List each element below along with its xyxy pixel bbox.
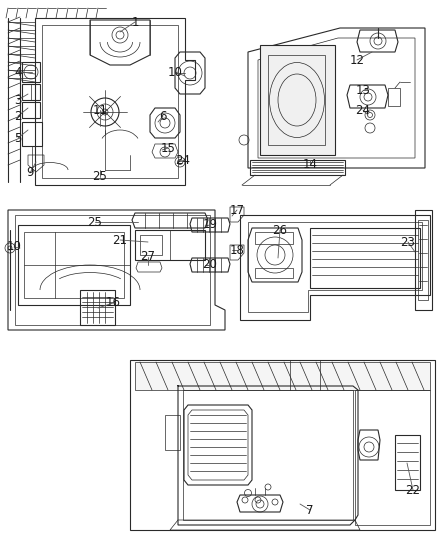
Text: 17: 17 [230, 204, 244, 216]
Bar [418, 220, 428, 300]
Text: 15: 15 [161, 141, 176, 155]
Text: 20: 20 [202, 259, 217, 271]
Text: 5: 5 [14, 132, 22, 144]
Text: 24: 24 [176, 155, 191, 167]
Text: 12: 12 [350, 53, 364, 67]
Text: 13: 13 [356, 84, 371, 96]
Text: 27: 27 [141, 251, 155, 263]
Bar [255, 268, 293, 278]
Text: 26: 26 [272, 223, 287, 237]
Text: 16: 16 [106, 296, 120, 310]
Text: 18: 18 [230, 244, 244, 256]
Text: 2: 2 [14, 109, 22, 123]
Text: 22: 22 [406, 483, 420, 497]
Text: 14: 14 [303, 158, 318, 172]
Text: 10: 10 [168, 66, 183, 78]
Polygon shape [135, 362, 430, 390]
Text: 24: 24 [356, 103, 371, 117]
Text: 25: 25 [92, 171, 107, 183]
Text: 25: 25 [88, 215, 102, 229]
Text: 7: 7 [306, 504, 314, 516]
Bar [255, 232, 293, 244]
Polygon shape [260, 45, 335, 155]
Text: 1: 1 [131, 15, 139, 28]
Text: 23: 23 [401, 236, 415, 248]
Text: 10: 10 [7, 240, 21, 254]
Text: 9: 9 [26, 166, 34, 180]
Text: 19: 19 [202, 219, 218, 231]
Text: 3: 3 [14, 93, 22, 107]
Text: 4: 4 [14, 66, 22, 78]
Text: 11: 11 [92, 103, 107, 117]
Text: 21: 21 [113, 233, 127, 246]
Bar [140, 235, 162, 255]
Bar [388, 88, 400, 106]
Text: 6: 6 [159, 109, 167, 123]
